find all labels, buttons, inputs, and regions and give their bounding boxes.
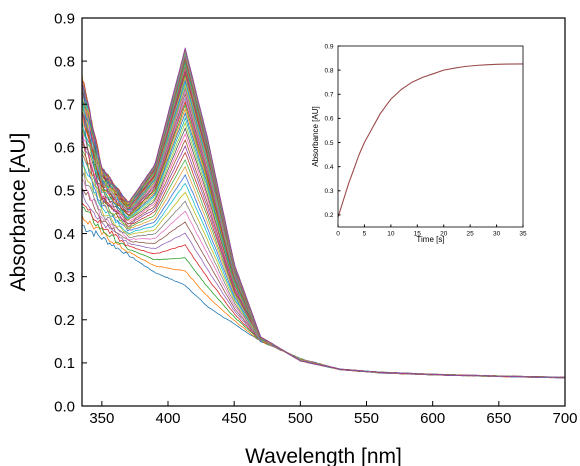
spectrum-line — [81, 47, 565, 379]
main-x-tick-label: 400 — [155, 410, 180, 427]
main-x-axis-label: Wavelength [nm] — [245, 445, 402, 466]
main-y-tick-label: 0.8 — [54, 53, 75, 70]
inset-kinetic-series — [337, 63, 524, 218]
inset-x-tick-label: 25 — [467, 231, 475, 238]
inset-x-tick-label: 10 — [387, 231, 395, 238]
inset-x-tick-label: 0 — [336, 231, 340, 238]
inset-y-tick-label: 0.5 — [324, 140, 333, 147]
main-x-tick-label: 500 — [288, 410, 313, 427]
inset-x-tick-label: 15 — [414, 231, 422, 238]
inset-x-axis-label: Time [s] — [416, 235, 444, 244]
main-y-tick-label: 0.7 — [54, 96, 75, 113]
kinetics-inset: 0 5 10 15 20 25 30 35 0.2 0.3 0.4 0.5 0.6 0.7 0.8 0.9 T… — [311, 43, 527, 244]
inset-y-tick-label: 0.9 — [324, 43, 333, 50]
inset-y-tick-label: 0.6 — [324, 116, 333, 123]
inset-plot-frame — [337, 45, 524, 228]
inset-x-tick-label: 30 — [493, 231, 501, 238]
main-y-tick-label: 0.3 — [54, 269, 75, 286]
inset-axis-ticks: 0 5 10 15 20 25 30 35 0.2 0.3 0.4 0.5 0.6 0.7 0.8 0.9 — [324, 43, 527, 237]
main-x-tick-label: 700 — [552, 410, 577, 427]
main-x-tick-label: 450 — [222, 410, 247, 427]
main-y-tick-label: 0.1 — [54, 355, 75, 372]
main-y-tick-label: 0.2 — [54, 312, 75, 329]
main-y-tick-label: 0.6 — [54, 140, 75, 157]
inset-x-tick-label: 5 — [363, 231, 367, 238]
main-x-tick-label: 600 — [420, 410, 445, 427]
main-y-tick-label: 0.5 — [54, 183, 75, 200]
inset-y-tick-label: 0.7 — [324, 92, 333, 99]
main-x-tick-label: 650 — [486, 410, 511, 427]
main-y-tick-label: 0.9 — [54, 10, 75, 27]
main-axis-ticks: 350 400 450 500 550 600 650 7000.00.10.20.30.40… — [54, 10, 577, 427]
main-y-tick-label: 0.4 — [54, 226, 75, 243]
main-plot-frame — [81, 17, 566, 407]
inset-y-axis-label: Absorbance [AU] — [311, 106, 320, 166]
inset-background — [338, 46, 523, 227]
inset-y-tick-label: 0.8 — [324, 67, 333, 74]
main-y-axis-label: Absorbance [AU] — [7, 133, 30, 292]
inset-y-tick-label: 0.2 — [324, 212, 333, 219]
inset-y-tick-label: 0.4 — [324, 164, 333, 171]
main-spectra-series — [81, 47, 565, 379]
kinetic-trace-line — [337, 63, 524, 218]
inset-x-tick-label: 35 — [519, 231, 527, 238]
main-x-tick-label: 350 — [89, 410, 114, 427]
main-x-tick-label: 550 — [354, 410, 379, 427]
inset-x-tick-label: 20 — [440, 231, 448, 238]
inset-y-tick-label: 0.3 — [324, 188, 333, 195]
main-y-tick-label: 0.0 — [54, 398, 75, 415]
